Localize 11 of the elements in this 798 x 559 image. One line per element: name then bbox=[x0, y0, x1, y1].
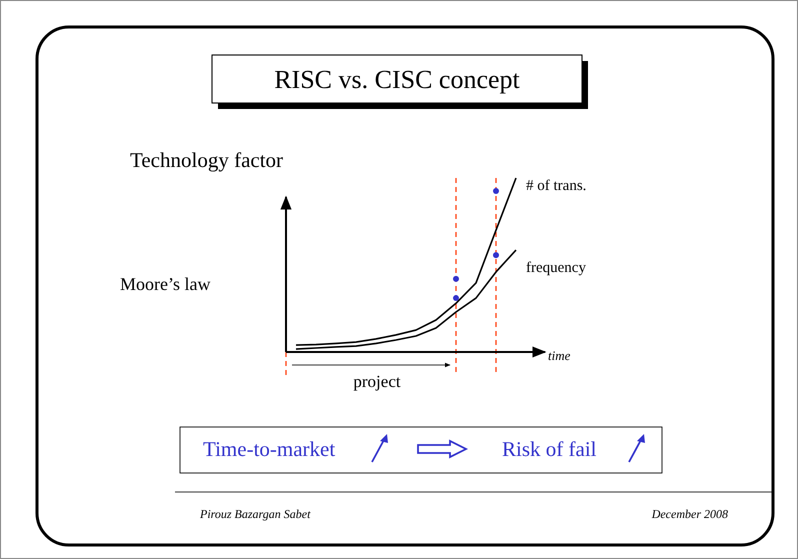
text: December 2008 bbox=[650, 507, 728, 521]
chart-subtitle: Technology factor bbox=[130, 148, 284, 172]
x-axis-title: time bbox=[548, 348, 571, 363]
chart-title: RISC vs. CISC concept bbox=[274, 65, 521, 94]
text: Risk of fail bbox=[502, 437, 597, 461]
y-axis-title: Moore’s law bbox=[120, 274, 210, 294]
text: Time-to-market bbox=[203, 437, 336, 461]
series-label: frequency bbox=[526, 260, 586, 276]
series-label: # of trans. bbox=[526, 178, 586, 194]
text: Pirouz Bazargan Sabet bbox=[199, 507, 312, 521]
text: project bbox=[353, 372, 401, 391]
